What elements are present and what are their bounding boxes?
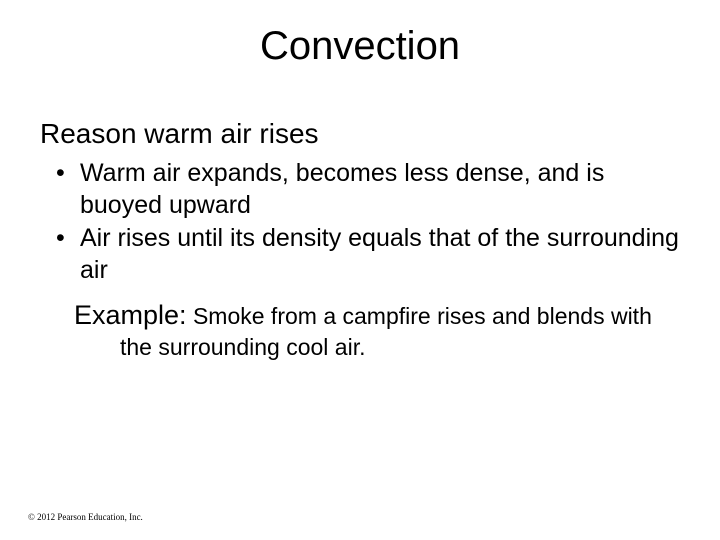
- slide: Convection Reason warm air rises Warm ai…: [0, 0, 720, 540]
- example-text-line2: the surrounding cool air.: [120, 333, 680, 363]
- bullet-list: Warm air expands, becomes less dense, an…: [56, 158, 680, 288]
- example-label: Example:: [74, 300, 187, 330]
- list-item: Air rises until its density equals that …: [56, 223, 680, 286]
- slide-title: Convection: [0, 24, 720, 69]
- example-block: Example: Smoke from a campfire rises and…: [74, 298, 680, 363]
- copyright-text: © 2012 Pearson Education, Inc.: [28, 512, 143, 522]
- list-item: Warm air expands, becomes less dense, an…: [56, 158, 680, 221]
- example-text-line1: Smoke from a campfire rises and blends w…: [187, 303, 652, 329]
- slide-subheading: Reason warm air rises: [40, 118, 319, 150]
